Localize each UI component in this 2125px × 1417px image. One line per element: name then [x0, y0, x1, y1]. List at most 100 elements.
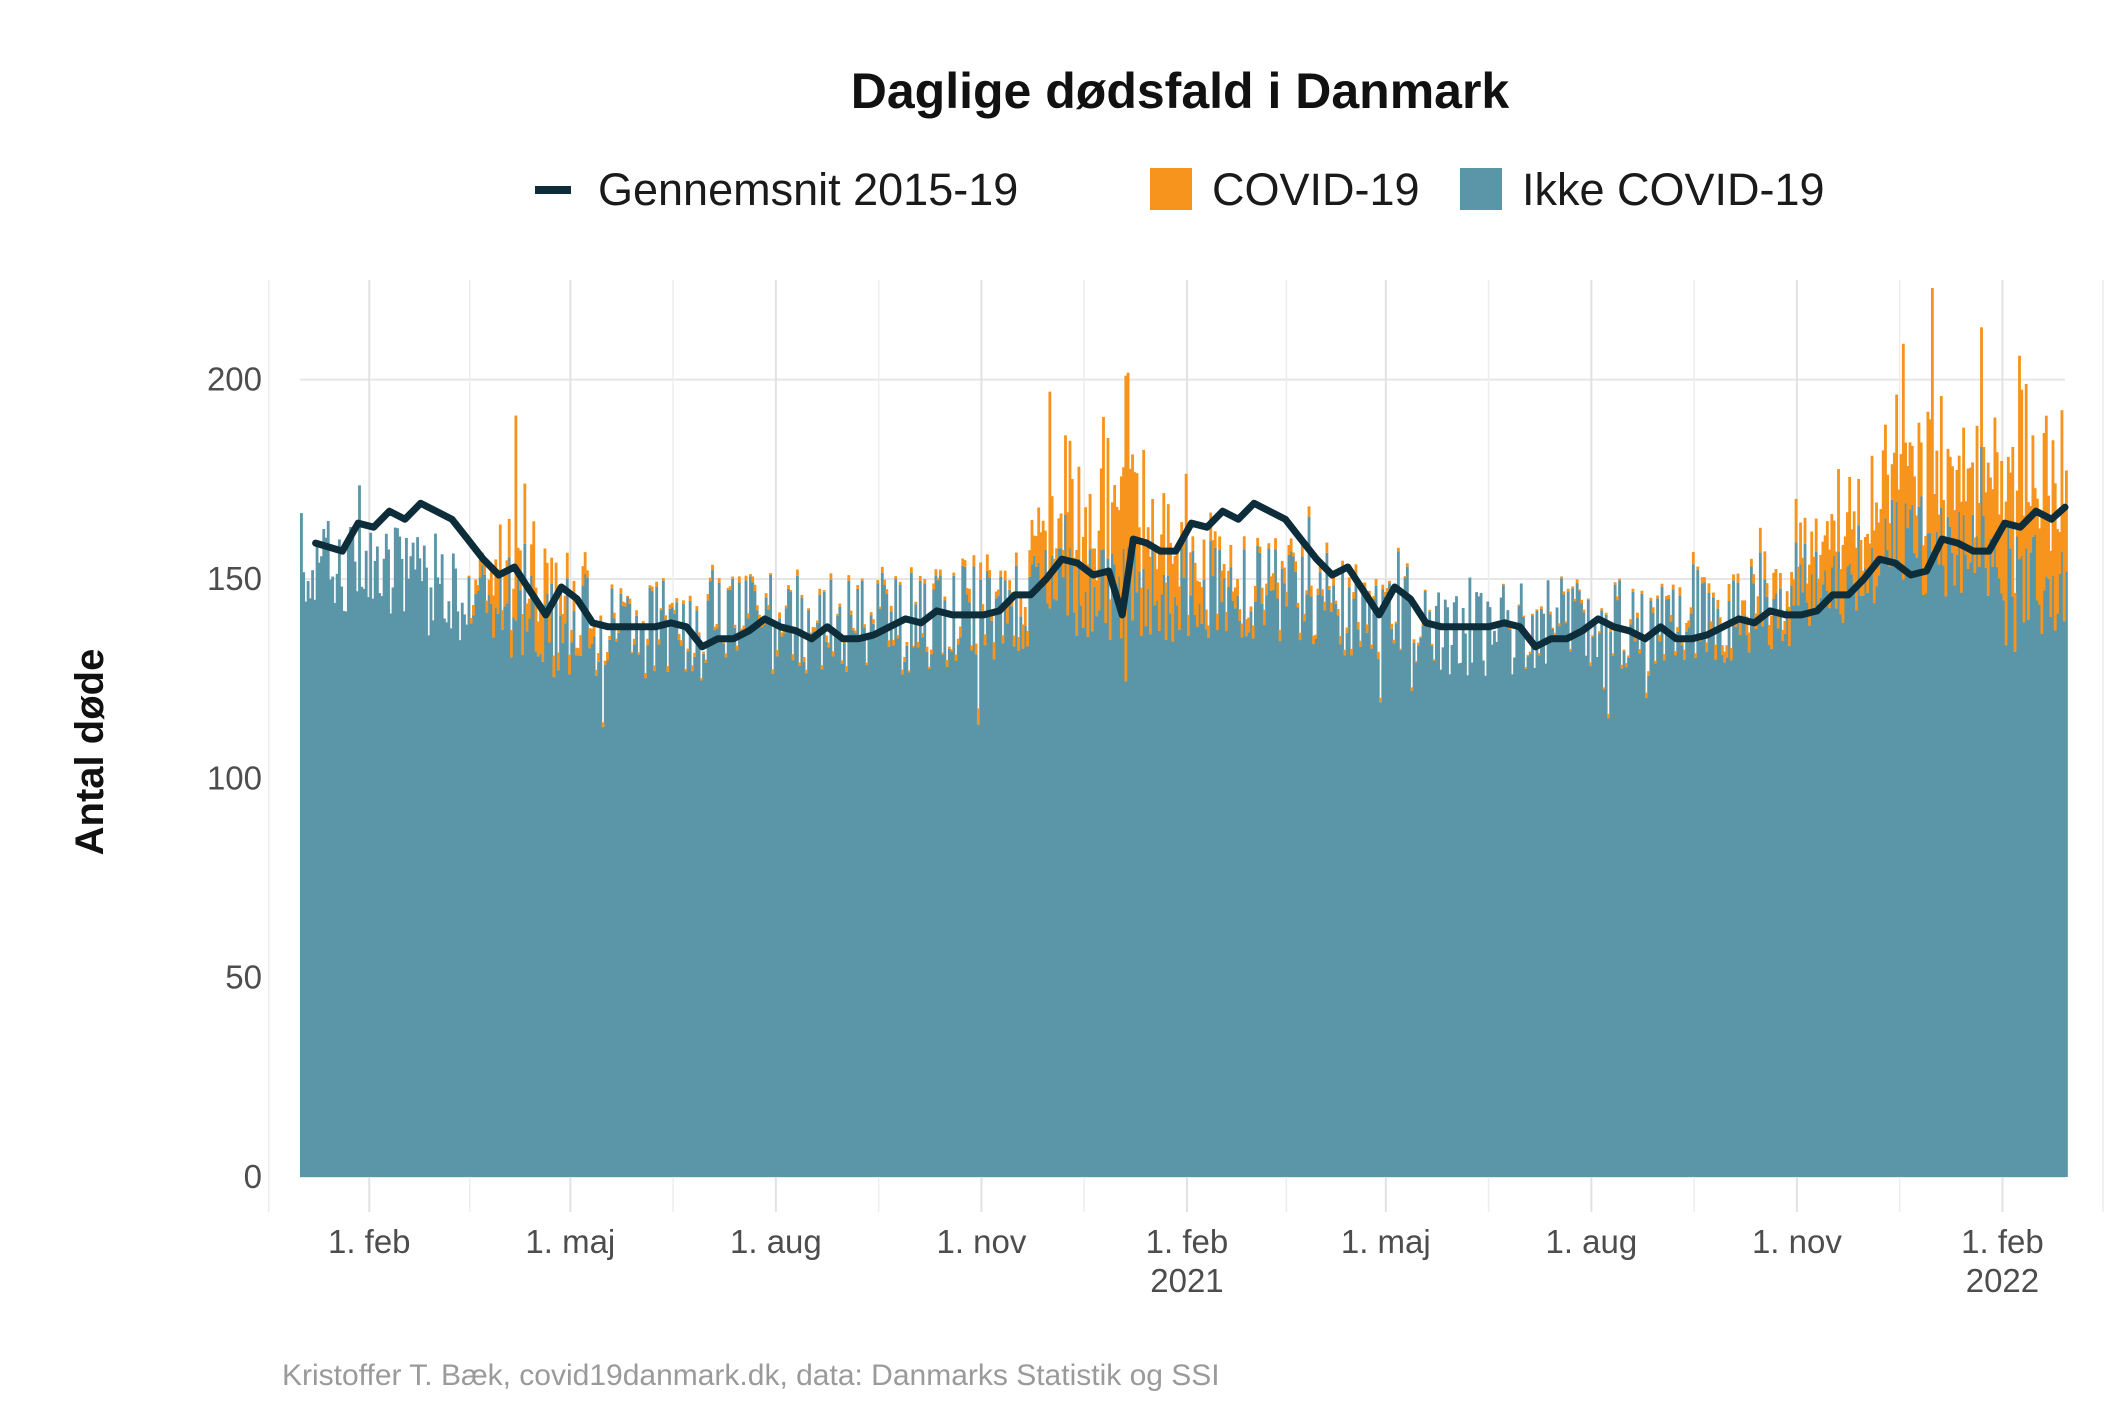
bar-noncovid: [572, 611, 576, 1177]
bar-covid: [1888, 523, 1892, 567]
bar-noncovid: [306, 581, 310, 1177]
bar-noncovid: [1729, 660, 1733, 1177]
bar-covid: [487, 579, 491, 596]
bar-covid: [985, 554, 989, 571]
bar-covid: [811, 627, 815, 632]
bar-noncovid: [1580, 603, 1584, 1177]
bar-noncovid: [959, 637, 962, 1177]
bar-noncovid: [802, 662, 806, 1177]
legend-swatch-noncovid: [1460, 168, 1502, 210]
bar-covid: [536, 621, 540, 657]
bar-covid: [992, 642, 996, 660]
bar-noncovid: [1982, 516, 1986, 1177]
bar-covid: [771, 669, 775, 674]
bar-noncovid: [1539, 608, 1543, 1177]
bar-noncovid: [1267, 548, 1271, 1177]
bar-covid: [871, 619, 875, 624]
bar-noncovid: [521, 655, 525, 1177]
bar-noncovid: [983, 645, 987, 1177]
bar-covid: [1908, 442, 1912, 510]
bar-covid: [608, 635, 612, 640]
bar-noncovid: [1455, 596, 1458, 1177]
bar-covid: [1703, 577, 1706, 583]
bar-covid: [637, 652, 641, 655]
bar-noncovid: [659, 610, 663, 1177]
bar-noncovid: [1810, 573, 1814, 1177]
bar-noncovid: [1770, 648, 1773, 1177]
bar-noncovid: [494, 607, 498, 1177]
bar-noncovid: [1019, 616, 1023, 1177]
bar-noncovid: [460, 602, 464, 1177]
bar-noncovid: [1296, 607, 1300, 1177]
bar-covid: [1852, 511, 1856, 585]
bar-noncovid: [333, 603, 337, 1177]
bar-noncovid: [367, 597, 370, 1177]
bar-covid: [1332, 575, 1336, 586]
bar-noncovid: [436, 577, 440, 1177]
bar-covid: [1088, 493, 1092, 550]
bar-covid: [1365, 624, 1369, 633]
bar-covid: [791, 654, 795, 661]
bar-noncovid: [1989, 539, 1992, 1177]
x-tick-label-7: 1. nov: [1752, 1223, 1842, 1260]
bar-covid: [1984, 492, 1988, 568]
bar-covid: [1649, 597, 1653, 601]
bar-covid: [885, 589, 889, 594]
bar-covid: [795, 569, 799, 576]
bar-noncovid: [1593, 620, 1597, 1177]
bar-covid: [626, 595, 630, 598]
bar-covid: [1432, 659, 1436, 661]
bar-covid: [1173, 555, 1177, 597]
bar-covid: [1247, 617, 1251, 633]
bar-noncovid: [1636, 617, 1639, 1177]
bar-noncovid: [1955, 555, 1959, 1177]
bar-covid: [1233, 587, 1237, 609]
bar-covid: [822, 590, 826, 592]
bar-noncovid: [1204, 629, 1208, 1177]
bar-noncovid: [2018, 559, 2021, 1177]
bar-noncovid: [876, 583, 880, 1177]
bar-covid: [1886, 474, 1890, 550]
bar-covid: [1647, 671, 1651, 676]
bar-covid: [1624, 663, 1628, 668]
bar-noncovid: [1441, 647, 1445, 1177]
bar-noncovid: [1723, 662, 1726, 1177]
bar-noncovid: [373, 561, 377, 1177]
bar-covid: [860, 578, 864, 581]
bar-covid: [1662, 653, 1666, 661]
bar-covid: [690, 665, 694, 672]
bar-noncovid: [1705, 651, 1709, 1177]
bar-covid: [1767, 624, 1771, 645]
bar-noncovid: [501, 629, 504, 1177]
bar-noncovid: [1021, 648, 1025, 1177]
bar-covid: [494, 559, 498, 608]
bar-noncovid: [865, 664, 869, 1177]
bar-noncovid: [869, 615, 873, 1177]
bar-noncovid: [1524, 668, 1528, 1177]
bar-covid: [1057, 518, 1061, 549]
bar-covid: [483, 561, 487, 575]
bar-covid: [1897, 489, 1901, 560]
bar-noncovid: [1620, 668, 1624, 1177]
bar-covid: [1942, 500, 1945, 566]
x-tick-label-1: 1. maj: [525, 1223, 615, 1260]
bar-noncovid: [909, 572, 913, 1177]
bar-covid: [1012, 635, 1016, 647]
bar-noncovid: [753, 591, 757, 1177]
bar-noncovid: [1314, 638, 1318, 1177]
bar-covid: [1870, 455, 1874, 548]
bar-covid: [1405, 563, 1409, 567]
bar-noncovid: [941, 654, 945, 1177]
bar-noncovid: [934, 575, 938, 1177]
bar-covid: [963, 560, 967, 567]
bar-covid: [1600, 608, 1604, 611]
bar-covid: [579, 635, 583, 656]
bar-noncovid: [670, 607, 674, 1177]
bar-covid: [1814, 518, 1818, 552]
bar-covid: [1843, 536, 1847, 592]
bar-covid: [896, 635, 900, 639]
bar-covid: [541, 615, 545, 662]
bar-covid: [1338, 635, 1342, 645]
bar-covid: [883, 579, 886, 586]
bar-covid: [1589, 662, 1592, 667]
